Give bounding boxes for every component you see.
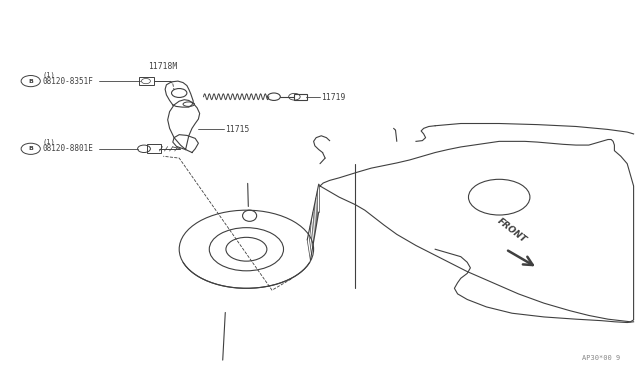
- Text: 11719: 11719: [321, 93, 346, 102]
- Text: (1): (1): [43, 139, 56, 145]
- Text: B: B: [28, 78, 33, 84]
- Text: 11718M: 11718M: [148, 62, 178, 71]
- Text: 11715: 11715: [225, 125, 250, 134]
- Text: (1): (1): [43, 71, 56, 78]
- Text: FRONT: FRONT: [496, 217, 529, 245]
- Text: AP30*00 9: AP30*00 9: [582, 355, 621, 361]
- Text: 08120-8351F: 08120-8351F: [43, 77, 93, 86]
- Text: B: B: [28, 146, 33, 151]
- Text: 08120-8801E: 08120-8801E: [43, 144, 93, 153]
